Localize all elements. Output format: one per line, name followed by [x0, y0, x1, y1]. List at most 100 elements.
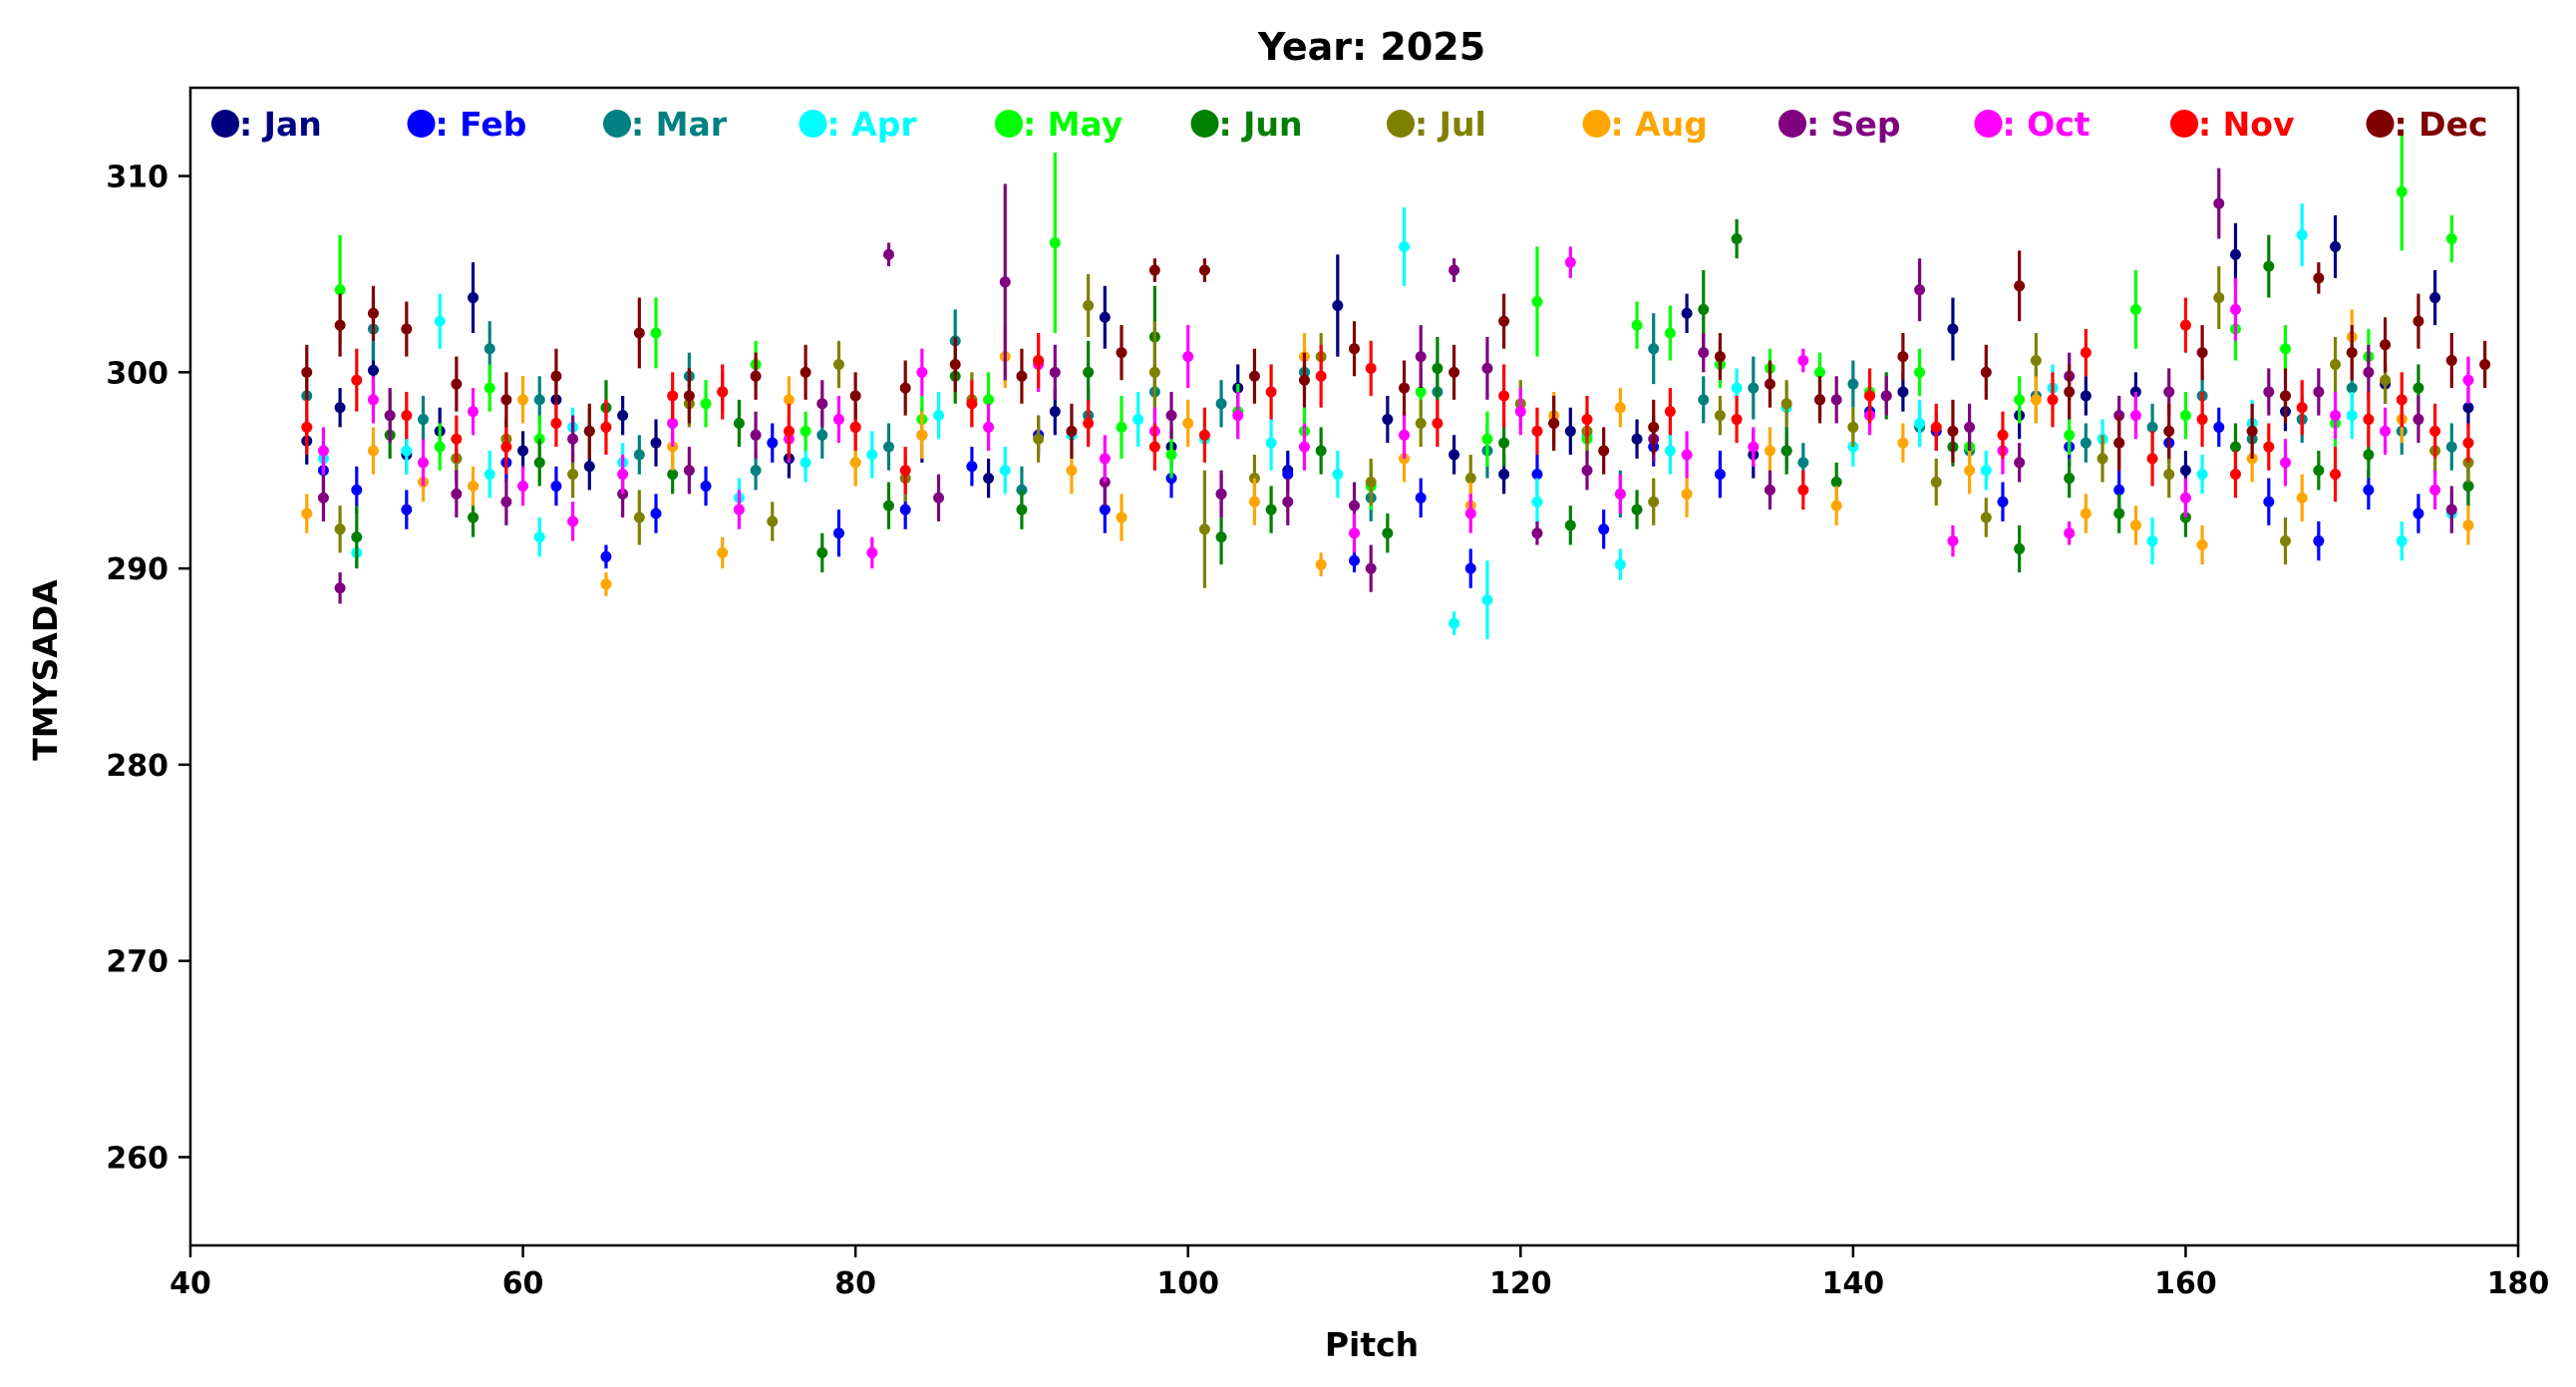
data-point [1581, 414, 1593, 426]
plot-frame [188, 86, 2520, 1247]
data-point [1415, 351, 1427, 363]
data-point [2246, 425, 2258, 437]
data-point [301, 421, 313, 433]
data-point [2313, 272, 2325, 284]
data-point [2229, 469, 2241, 481]
data-point [1980, 465, 1992, 477]
data-point [1415, 417, 1427, 429]
legend-marker [799, 110, 827, 138]
data-point [2096, 453, 2108, 465]
data-point [1066, 465, 1078, 477]
data-point [1415, 386, 1427, 398]
data-point [1099, 504, 1111, 516]
data-point [533, 394, 545, 406]
data-point [434, 315, 446, 327]
data-point [2462, 437, 2474, 449]
data-point [1099, 453, 1111, 465]
data-point [2213, 421, 2225, 433]
data-point [2113, 484, 2125, 496]
legend-label: : May [1023, 105, 1123, 144]
data-point [468, 480, 480, 492]
data-point [1265, 504, 1277, 516]
data-point [367, 445, 379, 457]
data-point [2030, 394, 2042, 406]
data-point [1731, 382, 1743, 394]
data-point [1165, 410, 1177, 422]
data-point [500, 496, 512, 508]
data-point [1598, 445, 1610, 457]
data-point [2129, 520, 2141, 531]
data-point [334, 582, 346, 594]
data-point [2196, 538, 2208, 550]
data-point [2263, 441, 2275, 453]
data-point [1481, 362, 1493, 374]
data-point [733, 417, 745, 429]
data-point [2413, 315, 2424, 327]
data-point [2363, 449, 2375, 461]
data-point [2263, 496, 2275, 508]
data-point [2163, 386, 2175, 398]
data-point [1914, 284, 1926, 296]
data-point [1399, 382, 1411, 394]
data-point [2313, 535, 2325, 547]
data-point [899, 465, 911, 477]
data-point [1564, 256, 1576, 268]
x-tick-label: 160 [2154, 1266, 2217, 1301]
data-point [2280, 343, 2291, 355]
data-point [334, 284, 346, 296]
data-point [1814, 366, 1825, 378]
data-point [1481, 594, 1493, 606]
data-point [1349, 527, 1360, 539]
legend-marker [211, 110, 239, 138]
data-point [2229, 248, 2241, 260]
data-point [1148, 441, 1160, 453]
data-point [1797, 484, 1809, 496]
data-point [1780, 445, 1792, 457]
data-point [1315, 370, 1327, 382]
data-point [800, 457, 811, 469]
data-point [1315, 558, 1327, 570]
data-point [800, 366, 811, 378]
data-point [2413, 414, 2424, 426]
data-point [683, 465, 695, 477]
data-point [2330, 240, 2342, 252]
data-point [2213, 292, 2225, 304]
data-point [1148, 366, 1160, 378]
data-point [2280, 390, 2291, 402]
data-point [1449, 617, 1460, 629]
legend-marker [2366, 110, 2395, 138]
legend-label: : Apr [827, 105, 918, 144]
legend-label: : Mar [631, 105, 728, 144]
data-point [750, 465, 762, 477]
data-point [1598, 523, 1610, 535]
data-point [832, 527, 844, 539]
data-point [1033, 355, 1045, 367]
data-point [2380, 374, 2392, 386]
data-point [1997, 496, 2009, 508]
data-point [401, 504, 413, 516]
data-point [1564, 520, 1576, 531]
data-point [2313, 386, 2325, 398]
chart-title: Year: 2025 [1257, 25, 1485, 69]
data-point [1349, 343, 1360, 355]
data-point [667, 469, 679, 481]
data-point [1349, 554, 1360, 566]
data-point [1531, 527, 1543, 539]
data-point [2014, 280, 2026, 292]
data-point [517, 394, 529, 406]
data-point [750, 429, 762, 441]
data-point [2296, 402, 2308, 414]
data-point [351, 374, 363, 386]
data-point [1698, 303, 1710, 315]
x-tick-label: 100 [1156, 1266, 1219, 1301]
data-point [983, 473, 995, 485]
data-point [1248, 370, 1260, 382]
data-point [2129, 410, 2141, 422]
data-point [1914, 366, 1926, 378]
data-point [334, 523, 346, 535]
data-point [1731, 233, 1743, 245]
data-point [1514, 406, 1526, 418]
data-point [2462, 480, 2474, 492]
data-point [2030, 355, 2042, 367]
data-point [600, 550, 612, 562]
